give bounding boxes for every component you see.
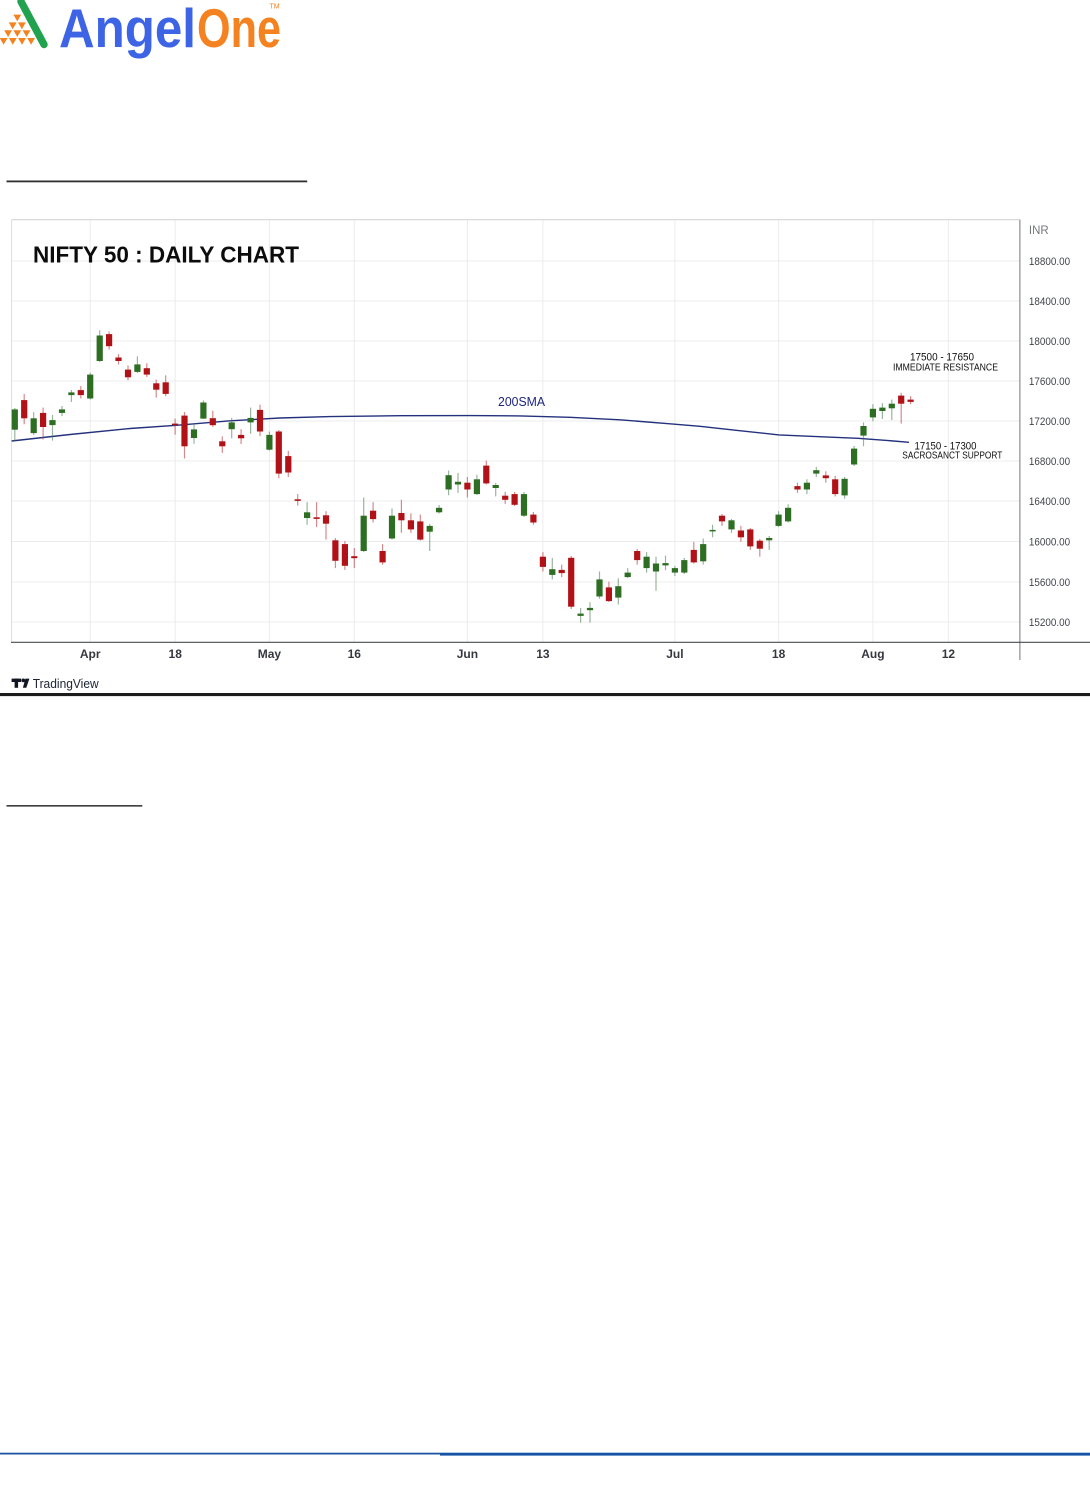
svg-text:13: 13 [536, 647, 550, 661]
svg-text:12: 12 [942, 647, 956, 661]
svg-text:May: May [258, 647, 282, 661]
svg-text:18800.00: 18800.00 [1029, 256, 1070, 268]
svg-text:17200.00: 17200.00 [1029, 416, 1070, 428]
svg-text:17500 - 17650: 17500 - 17650 [910, 351, 974, 363]
svg-text:15600.00: 15600.00 [1029, 577, 1070, 589]
svg-text:18: 18 [772, 647, 786, 661]
svg-text:17150 - 17300: 17150 - 17300 [915, 440, 977, 452]
svg-text:Apr: Apr [80, 647, 101, 661]
svg-text:IMMEDIATE RESISTANCE: IMMEDIATE RESISTANCE [893, 362, 998, 373]
svg-text:One: One [197, 0, 281, 59]
svg-text:SACROSANCT SUPPORT: SACROSANCT SUPPORT [902, 451, 1003, 462]
svg-text:16400.00: 16400.00 [1029, 496, 1070, 508]
svg-text:18: 18 [169, 647, 183, 661]
svg-text:TM: TM [270, 4, 280, 11]
svg-text:18000.00: 18000.00 [1029, 336, 1070, 348]
svg-text:16800.00: 16800.00 [1029, 456, 1070, 468]
svg-text:15200.00: 15200.00 [1029, 617, 1070, 629]
svg-text:INR: INR [1029, 225, 1049, 237]
svg-text:Jun: Jun [457, 647, 478, 661]
svg-text:TradingView: TradingView [33, 677, 100, 691]
svg-text:16000.00: 16000.00 [1029, 537, 1070, 549]
svg-text:200SMA: 200SMA [498, 394, 545, 409]
svg-text:Angel: Angel [59, 0, 196, 59]
svg-text:16: 16 [348, 647, 362, 661]
svg-text:18400.00: 18400.00 [1029, 296, 1070, 308]
svg-text:Aug: Aug [861, 647, 884, 661]
svg-text:17600.00: 17600.00 [1029, 376, 1070, 388]
svg-text:NIFTY 50 : DAILY CHART: NIFTY 50 : DAILY CHART [33, 242, 300, 268]
svg-text:Jul: Jul [666, 647, 683, 661]
